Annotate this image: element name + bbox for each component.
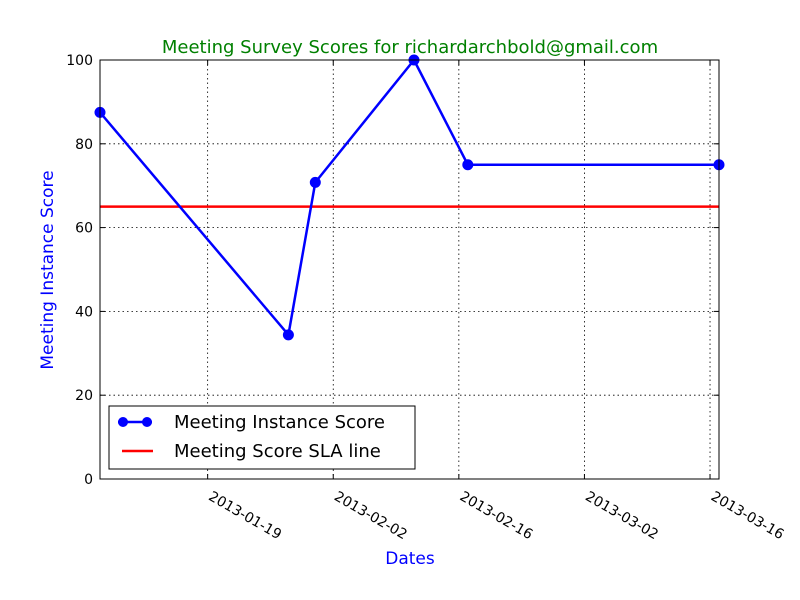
legend-box (108, 405, 416, 470)
legend-marker (118, 417, 128, 427)
y-tick-label: 100 (66, 53, 93, 69)
legend-label-sla-line: Meeting Score SLA line (174, 441, 381, 462)
y-tick-label: 80 (75, 137, 93, 153)
plot-frame (99, 59, 720, 480)
x-axis-title: Dates (385, 549, 435, 569)
legend-marker (142, 417, 152, 427)
y-tick-label: 60 (75, 221, 93, 237)
legend: Meeting Instance Score Meeting Score SLA… (108, 405, 416, 470)
legend-label-meeting-score: Meeting Instance Score (174, 412, 385, 433)
chart-title: Meeting Survey Scores for richardarchbol… (162, 37, 658, 58)
y-tick-label: 40 (75, 304, 93, 320)
y-axis-title: Meeting Instance Score (38, 170, 58, 369)
score-data-point (462, 159, 474, 171)
y-tick-label: 20 (75, 388, 93, 404)
score-series-line (99, 58, 719, 337)
score-data-point (309, 176, 321, 188)
y-tick-label: 0 (84, 472, 93, 488)
score-data-point (282, 329, 294, 341)
